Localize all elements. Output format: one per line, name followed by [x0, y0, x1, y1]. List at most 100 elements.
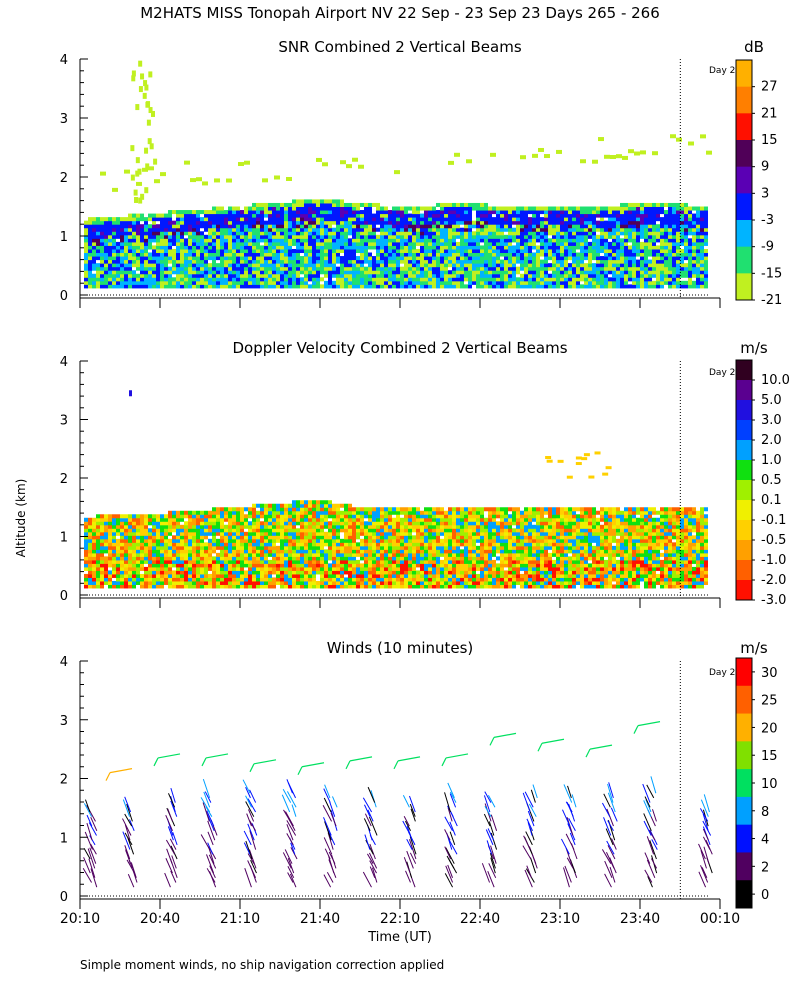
field-cell	[676, 270, 680, 275]
field-cell	[588, 263, 592, 268]
field-cell	[692, 238, 696, 243]
field-cell	[164, 538, 168, 543]
field-cell	[400, 241, 404, 246]
field-cell	[312, 566, 316, 571]
field-cell	[232, 248, 236, 254]
field-cell	[132, 524, 136, 529]
field-cell	[684, 245, 688, 250]
field-cell	[308, 514, 312, 519]
field-cell	[660, 245, 664, 250]
field-cell	[292, 584, 296, 589]
field-cell	[480, 277, 484, 282]
field-cell	[452, 224, 456, 229]
field-cell	[452, 245, 456, 250]
field-cell	[556, 238, 560, 243]
field-cell	[488, 206, 492, 211]
field-cell	[384, 273, 388, 278]
colorbar-label: -9	[761, 240, 774, 255]
field-cell	[240, 528, 244, 533]
field-cell	[320, 566, 324, 571]
field-cell	[572, 238, 576, 243]
field-cell	[260, 213, 264, 218]
field-cell	[128, 566, 132, 571]
field-cell	[248, 521, 252, 526]
field-cell	[232, 563, 236, 568]
field-cell	[388, 248, 392, 254]
field-cell	[140, 528, 144, 533]
field-cell	[296, 584, 300, 589]
field-cell	[436, 277, 440, 282]
field-cell	[88, 524, 92, 529]
field-cell	[92, 521, 96, 526]
field-cell	[408, 284, 412, 289]
field-cell	[412, 206, 416, 211]
field-cell	[420, 280, 424, 285]
field-cell	[340, 280, 344, 285]
field-cell	[568, 220, 572, 225]
field-cell	[228, 252, 232, 257]
field-cell	[132, 563, 136, 568]
field-cell	[224, 273, 228, 278]
field-cell	[340, 270, 344, 275]
field-cell	[480, 259, 484, 264]
field-cell	[396, 231, 400, 236]
field-cell	[424, 273, 428, 278]
field-cell	[380, 213, 384, 218]
field-cell	[312, 238, 316, 243]
field-cell	[428, 248, 432, 254]
field-cell	[188, 556, 192, 561]
field-cell	[268, 542, 272, 547]
field-cell	[328, 542, 332, 547]
field-cell	[436, 263, 440, 268]
field-cell	[240, 556, 244, 561]
field-cell	[260, 231, 264, 236]
field-cell	[168, 270, 172, 275]
field-cell	[456, 231, 460, 236]
field-cell	[580, 252, 584, 257]
field-cell	[500, 227, 504, 232]
field-cell	[272, 538, 276, 543]
field-cell	[648, 263, 652, 268]
field-cell	[168, 248, 172, 254]
field-cell	[192, 563, 196, 568]
field-cell	[648, 213, 652, 218]
field-cell	[264, 270, 268, 275]
field-cell	[640, 220, 644, 225]
field-cell	[344, 248, 348, 254]
field-cell	[304, 241, 308, 246]
field-cell	[436, 227, 440, 232]
field-cell	[466, 159, 472, 164]
field-cell	[404, 238, 408, 243]
field-cell	[700, 259, 704, 264]
field-cell	[180, 535, 184, 540]
field-cell	[344, 202, 348, 207]
field-cell	[236, 266, 240, 271]
field-cell	[388, 277, 392, 282]
field-cell	[640, 241, 644, 246]
field-cell	[216, 241, 220, 246]
field-cell	[264, 542, 268, 547]
field-cell	[432, 270, 436, 275]
field-cell	[124, 234, 128, 239]
field-cell	[580, 245, 584, 250]
field-cell	[224, 259, 228, 264]
field-cell	[168, 277, 172, 282]
field-cell	[524, 273, 528, 278]
field-cell	[104, 514, 108, 519]
field-cell	[168, 252, 172, 257]
field-cell	[352, 256, 356, 261]
field-cell	[432, 280, 436, 285]
field-cell	[320, 238, 324, 243]
field-cell	[312, 545, 316, 550]
field-cell	[142, 167, 148, 172]
field-cell	[96, 566, 100, 571]
field-cell	[216, 220, 220, 225]
field-cell	[460, 231, 464, 236]
field-cell	[120, 263, 124, 268]
field-cell	[136, 238, 140, 243]
field-cell	[96, 549, 100, 554]
field-cell	[112, 542, 116, 547]
field-cell	[272, 517, 276, 522]
field-cell	[680, 263, 684, 268]
field-cell	[664, 234, 668, 239]
